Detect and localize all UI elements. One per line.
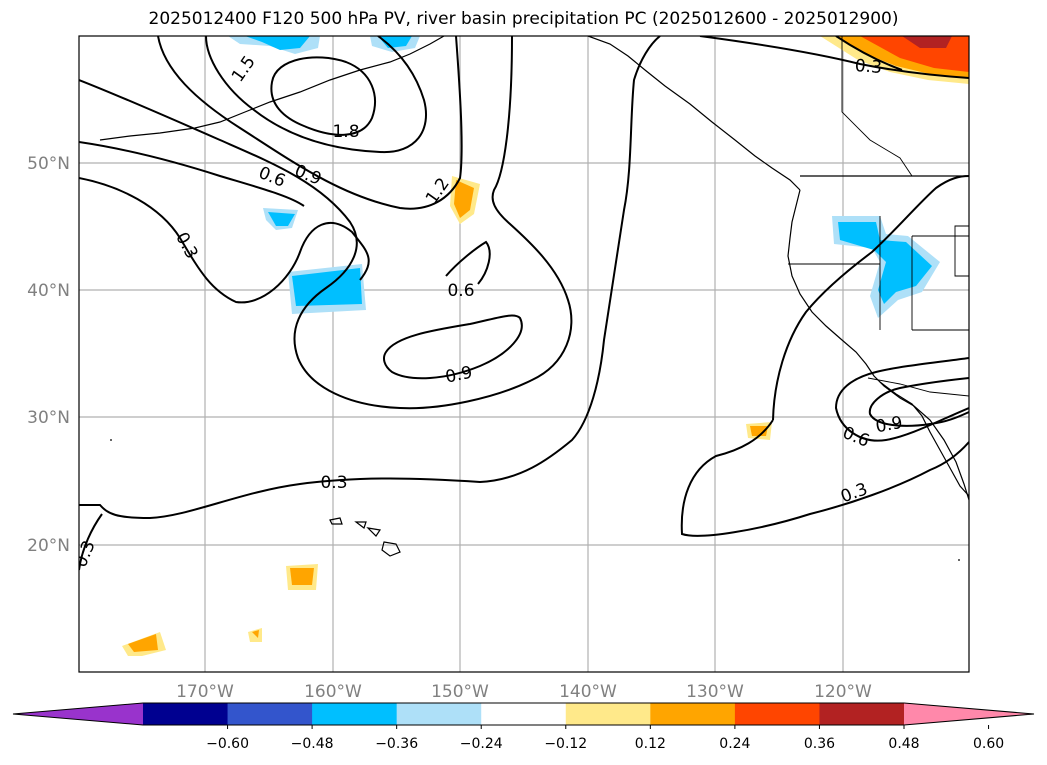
colorbar-segment bbox=[481, 703, 567, 725]
colorbar-segment bbox=[819, 703, 905, 725]
colorbar-tick-label: −0.12 bbox=[544, 736, 587, 752]
colorbar-segment bbox=[396, 703, 482, 725]
gridlines bbox=[79, 36, 969, 672]
coastlines bbox=[99, 36, 969, 561]
colorbar-extend-low bbox=[13, 703, 143, 725]
colorbar-segment bbox=[565, 703, 651, 725]
lat-labels: 50°N 40°N 30°N 20°N bbox=[27, 154, 70, 556]
colorbar-tick-label: 0.36 bbox=[804, 736, 835, 752]
lon-label: 160°W bbox=[304, 682, 362, 702]
colorbar-tick-label: −0.24 bbox=[460, 736, 503, 752]
lon-labels: 170°W 160°W 150°W 140°W 130°W 120°W bbox=[176, 682, 872, 702]
map-title: 2025012400 F120 500 hPa PV, river basin … bbox=[148, 9, 899, 29]
colorbar-tick-label: 0.12 bbox=[635, 736, 666, 752]
lat-label: 40°N bbox=[27, 281, 70, 301]
contour-label: 0.3 bbox=[320, 473, 347, 493]
colorbar-tick-label: 0.48 bbox=[888, 736, 919, 752]
colorbar-tick-label: −0.48 bbox=[291, 736, 334, 752]
colorbar-extend-high bbox=[904, 703, 1034, 725]
colorbar-segment bbox=[227, 703, 313, 725]
colorbar-segment bbox=[650, 703, 736, 725]
colorbar-segment bbox=[143, 703, 229, 725]
contour-label: 0.6 bbox=[447, 281, 474, 301]
lon-label: 130°W bbox=[686, 682, 744, 702]
contour-label: 0.9 bbox=[874, 413, 904, 437]
colorbar-tick-label: −0.60 bbox=[206, 736, 249, 752]
colorbar-tick-label: 0.60 bbox=[973, 736, 1004, 752]
lat-label: 50°N bbox=[27, 154, 70, 174]
lon-label: 150°W bbox=[431, 682, 489, 702]
contour-label: 0.3 bbox=[854, 56, 882, 78]
contour-label: 1.8 bbox=[332, 122, 359, 142]
colorbar-outline bbox=[12, 702, 1035, 726]
lat-label: 30°N bbox=[27, 408, 70, 428]
colorbar: −0.60 −0.48 −0.36 −0.24 −0.12 0.12 0.24 0.36 0.4… bbox=[12, 702, 1035, 752]
map-panel bbox=[79, 36, 969, 672]
colorbar-segment bbox=[734, 703, 820, 725]
lon-label: 140°W bbox=[559, 682, 617, 702]
pv-contours bbox=[79, 36, 969, 571]
colorbar-tick-label: −0.36 bbox=[375, 736, 418, 752]
lon-label: 170°W bbox=[176, 682, 234, 702]
colorbar-tick-label: 0.24 bbox=[719, 736, 750, 752]
lon-label: 120°W bbox=[814, 682, 872, 702]
lat-label: 20°N bbox=[27, 536, 70, 556]
map-frame bbox=[78, 35, 970, 673]
colorbar-segment bbox=[312, 703, 398, 725]
